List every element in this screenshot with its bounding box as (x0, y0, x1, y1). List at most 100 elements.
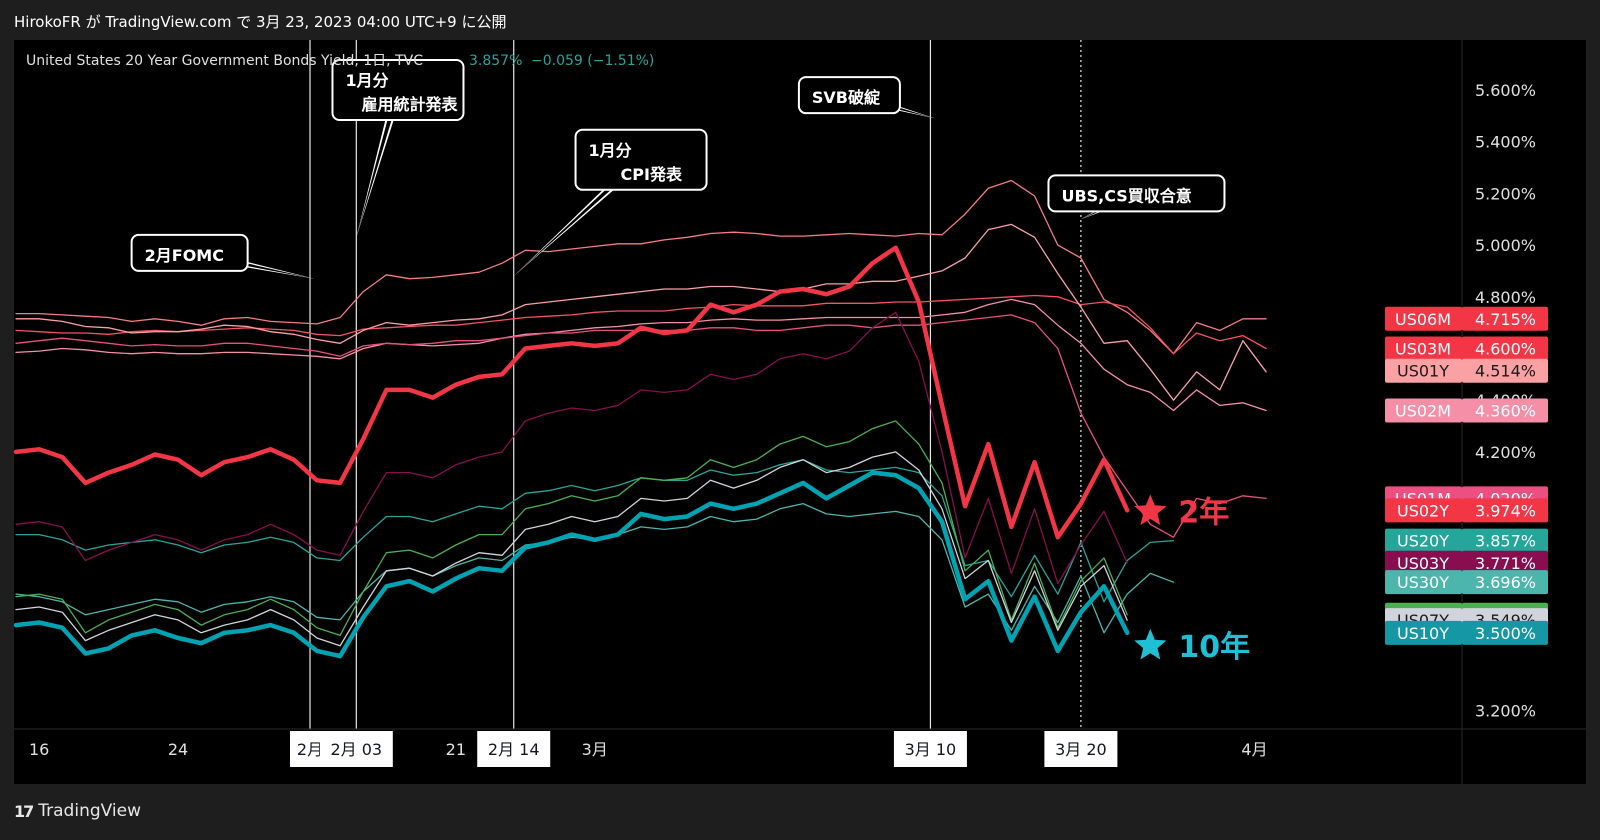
time-axis[interactable]: 16 24 21 3月 4月 2月 2月 03 2月 14 3月 10 3月 20 (29, 731, 1268, 767)
value-tag-value: 3.696% (1475, 573, 1536, 592)
price-tick-label: 3.200% (1475, 701, 1536, 720)
time-tick-24: 24 (168, 740, 188, 759)
time-highlight-bg (1044, 731, 1118, 767)
price-tick-label: 4.200% (1475, 443, 1536, 462)
value-tag-name: US02Y (1397, 501, 1449, 520)
series-line-us02m (15, 298, 1267, 412)
publish-bar: HirokoFR が TradingView.com で 3月 23, 2023… (0, 0, 1600, 40)
tradingview-logo-icon: 17 (14, 801, 34, 821)
value-tag-value: 3.771% (1475, 554, 1536, 573)
series-value-labels: US06M 4.715% US03M 4.600% US01Y 4.514% US02M 4.… (1385, 306, 1548, 645)
annotations: 1月分 雇用統計発表 2月FOMC 1月分 CPI発表 SVB破綻 UBS,CS買収合意 (130, 59, 1226, 279)
value-tag-us20y: US20Y 3.857% (1385, 528, 1548, 553)
value-tag-value: 3.857% (1475, 532, 1536, 551)
legend-symbol: United States 20 Year Government Bonds Y… (26, 53, 423, 69)
value-tag-value: 4.514% (1475, 362, 1536, 381)
annotation-text: 1月分 (345, 71, 388, 90)
legend: United States 20 Year Government Bonds Y… (26, 53, 654, 69)
series-line-us10y (13, 470, 1130, 659)
time-highlight-3-20: 3月 20 (1044, 731, 1118, 767)
value-tag-us02m: US02M 4.360% (1385, 398, 1548, 423)
time-highlight-bg (477, 731, 551, 767)
value-tag-name: US03Y (1397, 554, 1449, 573)
chart-frame[interactable] (14, 40, 1586, 784)
annotation-svb: SVB破綻 (797, 76, 936, 119)
time-highlight-label: 2月 03 (330, 740, 382, 759)
time-highlight-3-10: 3月 10 (893, 731, 967, 767)
value-tag-value-bg (1462, 528, 1548, 553)
series-line-us01y (15, 223, 1267, 401)
value-tag-value: 4.600% (1475, 340, 1536, 359)
price-tick-label: 5.400% (1475, 133, 1536, 152)
annotation-nfp: 1月分 雇用統計発表 (331, 59, 465, 238)
annotation-pointer (356, 88, 403, 238)
series-line-us05y (15, 420, 1128, 637)
value-tag-name-bg (1385, 306, 1462, 331)
star-icon (1134, 628, 1167, 660)
star-icon (1134, 494, 1167, 526)
value-tag-name: US20Y (1397, 532, 1449, 551)
value-tag-us06m: US06M 4.715% (1385, 306, 1548, 331)
time-highlight-label: 3月 20 (1055, 740, 1107, 759)
value-tag-value: 3.500% (1475, 624, 1536, 643)
time-highlight-label: 2月 14 (488, 740, 540, 759)
value-tag-value-bg (1462, 358, 1548, 383)
value-tag-value-bg (1462, 570, 1548, 595)
value-tag-name: US30Y (1397, 573, 1449, 592)
footer (0, 784, 1600, 840)
value-tag-name-bg (1385, 398, 1462, 423)
time-tick-3: 3月 (582, 740, 608, 759)
annotation-text: 1月分 (589, 141, 632, 160)
series-line-us02y (13, 245, 1130, 540)
price-tick-label: 5.600% (1475, 81, 1536, 100)
tradingview-logo[interactable]: 17 TradingView (14, 801, 141, 821)
time-highlight-2-14: 2月 14 (477, 731, 551, 767)
tradingview-brand: TradingView (38, 801, 141, 821)
value-tag-value-bg (1462, 306, 1548, 331)
value-tag-us02y: US02Y 3.974% (1385, 498, 1548, 523)
annotation-ubs: UBS,CS買収合意 (1047, 174, 1226, 220)
value-tag-name-bg (1385, 498, 1462, 523)
value-tag-value: 4.360% (1475, 402, 1536, 421)
callout-label-1: 10年 (1178, 630, 1250, 665)
time-tick-21: 21 (446, 740, 466, 759)
value-tag-name-bg (1385, 358, 1462, 383)
event-vlines (309, 40, 1082, 729)
series-lines (13, 179, 1267, 659)
value-tag-us10y: US10Y 3.500% (1385, 620, 1548, 645)
legend-change: −0.059 (−1.51%) (531, 53, 654, 69)
series-line-us20y (15, 459, 1175, 603)
annotation-text: SVB破綻 (812, 88, 881, 107)
value-tag-value-bg (1462, 336, 1548, 361)
value-tag-name-bg (1385, 570, 1462, 595)
time-tick-4: 4月 (1241, 740, 1267, 759)
series-line-us03m (15, 294, 1267, 355)
annotation-text: CPI発表 (589, 165, 683, 184)
publish-line: HirokoFR が TradingView.com で 3月 23, 2023… (14, 13, 507, 31)
annotation-text: 2月FOMC (145, 246, 224, 265)
price-tick-label: 4.800% (1475, 288, 1536, 307)
value-tag-us03y: US03Y 3.771% (1385, 550, 1548, 575)
value-tag-value-bg (1462, 398, 1548, 423)
annotation-fomc: 2月FOMC (130, 233, 315, 279)
value-tag-value: 4.715% (1475, 310, 1536, 329)
legend-last: 3.857% (469, 53, 522, 69)
callout-label-0: 2年 (1178, 495, 1229, 530)
annotation-box (130, 233, 249, 272)
value-tag-us01y: US01Y 4.514% (1385, 358, 1548, 383)
price-tick-label: 5.200% (1475, 184, 1536, 203)
value-tag-name: US01Y (1397, 362, 1449, 381)
annotation-box (331, 59, 465, 121)
value-tag-value-bg (1462, 550, 1548, 575)
annotation-box (797, 76, 901, 115)
time-highlight-label: 3月 10 (905, 740, 957, 759)
value-tag-name: US03M (1395, 340, 1451, 359)
price-axis[interactable]: 5.600%5.400%5.200%5.000%4.800%4.400%4.20… (1475, 81, 1536, 720)
value-tag-name-bg (1385, 620, 1462, 645)
value-tag-value: 3.974% (1475, 501, 1536, 520)
value-tag-name: US02M (1395, 402, 1451, 421)
price-tick-label: 5.000% (1475, 236, 1536, 255)
value-tag-us30y: US30Y 3.696% (1385, 570, 1548, 595)
value-tag-name: US06M (1395, 310, 1451, 329)
